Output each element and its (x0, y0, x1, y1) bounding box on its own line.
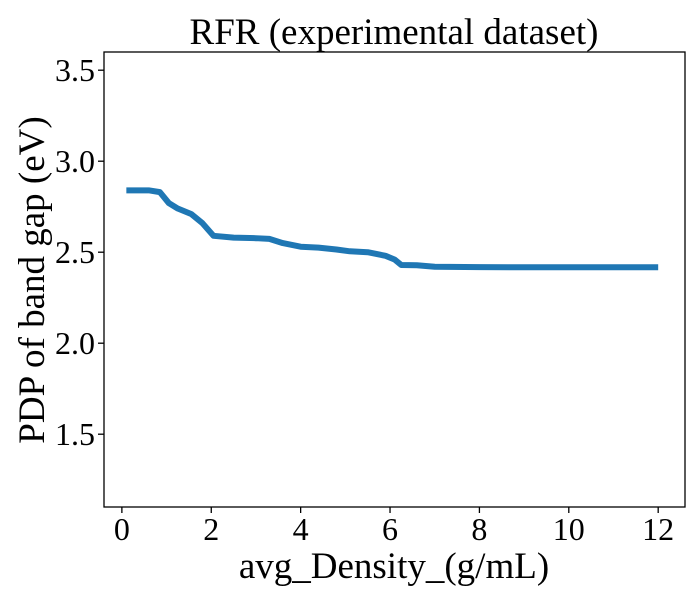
y-tick-label: 3.5 (55, 52, 95, 88)
series-line (126, 187, 659, 271)
x-tick-label: 10 (553, 511, 585, 547)
chart-title: RFR (experimental dataset) (190, 12, 599, 53)
x-axis: 0 2 4 6 8 10 12 (114, 507, 674, 547)
x-axis-label: avg_Density_(g/mL) (239, 546, 549, 587)
x-tick-label: 8 (471, 511, 487, 547)
x-tick-label: 0 (114, 511, 130, 547)
x-tick-label: 6 (382, 511, 398, 547)
x-tick-label: 2 (203, 511, 219, 547)
plot-frame (103, 51, 686, 508)
y-axis-label: PDP of band gap (eV) (12, 116, 53, 443)
plot-area: 0 2 4 6 8 10 12 1.5 2.0 2.5 3.0 3.5 (55, 51, 686, 547)
y-tick-label: 2.5 (55, 234, 95, 270)
y-axis: 1.5 2.0 2.5 3.0 3.5 (55, 52, 104, 452)
y-tick-label: 1.5 (55, 416, 95, 452)
x-tick-label: 12 (642, 511, 674, 547)
y-tick-label: 2.0 (55, 325, 95, 361)
y-tick-label: 3.0 (55, 143, 95, 179)
x-tick-label: 4 (293, 511, 309, 547)
